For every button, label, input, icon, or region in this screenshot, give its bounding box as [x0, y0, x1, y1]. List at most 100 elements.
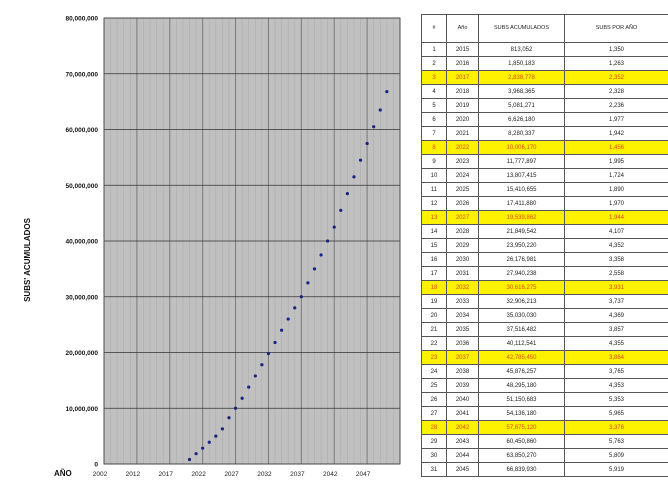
table-cell: 1	[421, 42, 447, 57]
table-row: 27 2041 54,136,180 5,965	[421, 406, 668, 421]
table-cell: 23,950,220	[478, 238, 565, 253]
table-cell: 10,006,170	[478, 140, 565, 155]
table-cell: 32,906,213	[478, 294, 565, 309]
table-cell: 1,890	[564, 182, 668, 197]
table-cell: 13	[421, 210, 447, 225]
table-cell: 2015	[446, 42, 479, 57]
table-cell: 2044	[446, 448, 479, 463]
table-cell: 15,410,655	[478, 182, 565, 197]
table-cell: 3,968,365	[478, 84, 565, 99]
data-point	[247, 385, 251, 389]
table-row: 10 2024 13,807,415 1,724	[421, 168, 668, 183]
x-axis-label: AÑO	[54, 469, 72, 478]
table-cell: 26	[421, 392, 447, 407]
table-row: 2 2016 1,850,183 1,263	[421, 56, 668, 71]
table-cell: 2025	[446, 182, 479, 197]
table-cell: 2	[421, 56, 447, 71]
table-cell: 3,931	[564, 280, 668, 295]
table-cell: 27,940,238	[478, 266, 565, 281]
y-tick-label: 30,000,000	[65, 294, 98, 301]
table-cell: 2019	[446, 98, 479, 113]
x-tick-label: 2047	[356, 471, 371, 478]
data-point	[312, 267, 317, 271]
table-cell: 2037	[446, 350, 479, 365]
table-row: 3 2017 2,838,778 2,352	[421, 70, 668, 85]
table-cell: 2036	[446, 336, 479, 351]
table-cell: 1,350	[564, 42, 668, 57]
data-point	[372, 125, 376, 129]
table-cell: 2035	[446, 322, 479, 337]
table-cell: 31	[421, 462, 447, 477]
table-cell: 3,737	[564, 294, 668, 309]
table-cell: 3	[421, 70, 447, 85]
table-cell: 2024	[446, 168, 479, 183]
table-cell: 26,176,981	[478, 252, 565, 267]
table-row: 17 2031 27,940,238 2,558	[421, 266, 668, 281]
y-tick-label: 60,000,000	[65, 127, 98, 134]
table-cell: 23	[421, 350, 447, 365]
table-row: 18 2032 30,616,275 3,931	[421, 280, 668, 295]
table-cell: 2018	[446, 84, 479, 99]
table-cell: 1,263	[564, 56, 668, 71]
table-row: 7 2021 8,280,337 1,942	[421, 126, 668, 141]
table-cell: 2042	[446, 420, 479, 435]
data-point	[306, 281, 310, 285]
table-cell: 2,558	[564, 266, 668, 281]
table-cell: 1,724	[564, 168, 668, 183]
table-row: 12 2026 17,411,880 1,970	[421, 196, 668, 211]
x-tick-label: 2012	[126, 471, 141, 478]
table-cell: 2016	[446, 56, 479, 71]
table-cell: 3,376	[564, 420, 668, 435]
data-point	[194, 452, 198, 456]
data-point	[319, 253, 323, 257]
col-header-number: #	[421, 14, 447, 43]
table-cell: 1,850,183	[478, 56, 565, 71]
table-cell: 9	[421, 154, 447, 169]
table-cell: 3,857	[564, 322, 668, 337]
table-row: 13 2027 19,539,862 1,944	[421, 210, 668, 225]
table-header-row: # Año SUBS ACUMULADOS SUBS POR AÑO	[421, 14, 668, 43]
table-cell: 3,864	[564, 350, 668, 365]
y-tick-label: 80,000,000	[65, 16, 98, 23]
table-cell: 2,328	[564, 84, 668, 99]
table-cell: 15	[421, 238, 447, 253]
table-cell: 2026	[446, 196, 479, 211]
y-tick-label: 20,000,000	[65, 350, 98, 357]
data-point	[332, 225, 336, 229]
table-cell: 28	[421, 420, 447, 435]
table-cell: 42,785,450	[478, 350, 565, 365]
table-cell: 14	[421, 224, 447, 239]
table-cell: 2022	[446, 140, 479, 155]
table-cell: 1,942	[564, 126, 668, 141]
table-row: 21 2035 37,516,482 3,857	[421, 322, 668, 337]
data-point	[358, 158, 363, 162]
data-points	[187, 89, 389, 462]
x-tick-label: 2027	[224, 471, 239, 478]
x-tick-label: 2032	[257, 471, 272, 478]
table-cell: 1,970	[564, 196, 668, 211]
table-cell: 2032	[446, 280, 479, 295]
table-cell: 8,280,337	[478, 126, 565, 141]
data-point	[273, 340, 277, 345]
table-cell: 10	[421, 168, 447, 183]
table-cell: 63,850,270	[478, 448, 565, 463]
table-row: 14 2028 21,849,542 4,107	[421, 224, 668, 239]
table-cell: 5,353	[564, 392, 668, 407]
table-cell: 27	[421, 406, 447, 421]
x-tick-label: 2017	[159, 471, 174, 478]
data-point	[286, 317, 290, 321]
table-cell: 4,369	[564, 308, 668, 323]
table-cell: 2021	[446, 126, 479, 141]
table-cell: 2027	[446, 210, 479, 225]
data-point	[365, 141, 369, 146]
col-header-year: Año	[446, 14, 479, 43]
table-cell: 2,352	[564, 70, 668, 85]
table-row: 28 2042 57,675,120 3,376	[421, 420, 668, 435]
table-cell: 2039	[446, 378, 479, 393]
table-cell: 2043	[446, 434, 479, 449]
data-point	[214, 434, 218, 438]
table-cell: 2020	[446, 112, 479, 127]
y-axis-label: SUBS' ACUMULADOS	[23, 217, 32, 301]
data-point	[299, 295, 303, 299]
data-point	[326, 239, 330, 243]
